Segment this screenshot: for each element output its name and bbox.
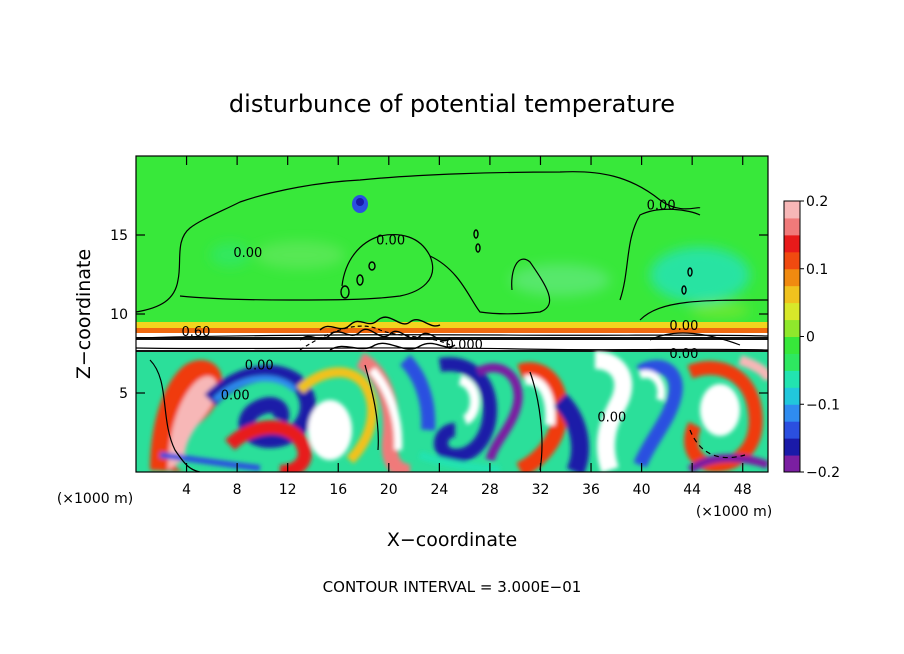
contour-line — [179, 234, 434, 301]
x-tick-label: 36 — [582, 482, 600, 498]
x-tick-label: 40 — [633, 482, 651, 498]
contour-label: 0.000 — [446, 338, 483, 353]
colorbar-tick-label: −0.2 — [806, 465, 840, 481]
colorbar-swatch — [784, 319, 800, 337]
colorbar-swatch — [784, 455, 800, 473]
colorbar-tick-label: 0.2 — [806, 194, 828, 210]
x-tick-label: 44 — [683, 482, 701, 498]
contour-lines — [136, 171, 768, 472]
contour-label: 0.00 — [233, 246, 262, 261]
turbulent-contours — [299, 328, 451, 342]
contour-line — [299, 325, 451, 351]
contour-line — [364, 364, 379, 451]
contour-label: 0.00 — [669, 347, 698, 362]
x-unit-right: (×1000 m) — [696, 504, 772, 520]
colorbar-swatch — [784, 438, 800, 456]
x-tick-label: 12 — [279, 482, 297, 498]
contour-interval-footer: CONTOUR INTERVAL = 3.000E−01 — [323, 578, 582, 596]
contour-line — [429, 255, 551, 315]
colorbar-swatch — [784, 201, 800, 219]
contour-line — [649, 332, 741, 346]
contour-label: 0.00 — [376, 233, 405, 248]
colorbar-swatch — [784, 251, 800, 270]
contour-line — [136, 347, 768, 351]
colorbar-swatch — [784, 285, 800, 304]
contour-line — [639, 299, 768, 321]
chart-title: disturbunce of potential temperature — [229, 90, 675, 118]
x-unit-left: (×1000 m) — [57, 491, 133, 507]
x-tick-label: 20 — [380, 482, 398, 498]
contour-line — [619, 208, 701, 301]
x-tick-label: 16 — [329, 482, 347, 498]
x-tick-label: 4 — [182, 482, 191, 498]
colorbar-tick-label: −0.1 — [806, 397, 840, 413]
x-tick-label: 28 — [481, 482, 499, 498]
y-tick-label: 5 — [119, 386, 128, 402]
x-tick-label: 32 — [532, 482, 550, 498]
colorbar-tick-label: 0.1 — [806, 262, 828, 278]
x-tick-label: 8 — [233, 482, 242, 498]
contour-line — [136, 171, 701, 313]
y-tick-label: 10 — [110, 307, 128, 323]
colorbar-swatch — [784, 234, 800, 253]
lower-eddies — [150, 351, 768, 472]
y-axis-label: Z−coordinate — [73, 249, 95, 379]
plot-area: 0.00 0.00 0.00 0.60 0.00 0.00 0.000 0.00 0.00 0.0… — [136, 156, 768, 472]
contour-line — [529, 371, 543, 471]
x-tick-label: 24 — [430, 482, 448, 498]
colorbar-swatch — [784, 404, 800, 422]
colorbar-swatch — [784, 336, 800, 354]
contour-label: 0.00 — [647, 199, 676, 214]
colorbar-swatch — [784, 421, 800, 439]
colorbar-swatch — [784, 387, 800, 405]
colorbar-tick-label: 0 — [806, 330, 815, 346]
x-tick-label: 48 — [734, 482, 752, 498]
y-tick-label: 15 — [110, 228, 128, 244]
contour-labels: 0.00 0.00 0.00 0.60 0.00 0.00 0.000 0.00 0.00 0.0… — [182, 199, 699, 426]
contour-line — [136, 334, 768, 339]
turbulent-layer — [299, 229, 693, 351]
upper-anomalies — [210, 241, 750, 318]
colorbar-swatch — [784, 302, 800, 321]
contour-label: 0.00 — [669, 319, 698, 334]
contour-label: 0.00 — [597, 410, 626, 425]
contour-label: 0.00 — [221, 388, 250, 403]
colorbar-swatch — [784, 370, 800, 388]
x-axis: 4 8 12 16 20 24 28 32 36 40 44 48 — [182, 156, 752, 498]
contour-label: 0.60 — [182, 325, 211, 340]
colorbar-swatch — [784, 268, 800, 287]
contour-label: 0.00 — [245, 358, 274, 373]
contour-line — [149, 359, 201, 472]
y-axis: 5 10 15 — [110, 228, 768, 402]
colorbar-swatch — [784, 217, 800, 236]
colorbar: 0.2 0.1 0 −0.1 −0.2 — [783, 194, 840, 481]
x-axis-label: X−coordinate — [387, 529, 517, 551]
colorbar-swatch — [784, 353, 800, 371]
